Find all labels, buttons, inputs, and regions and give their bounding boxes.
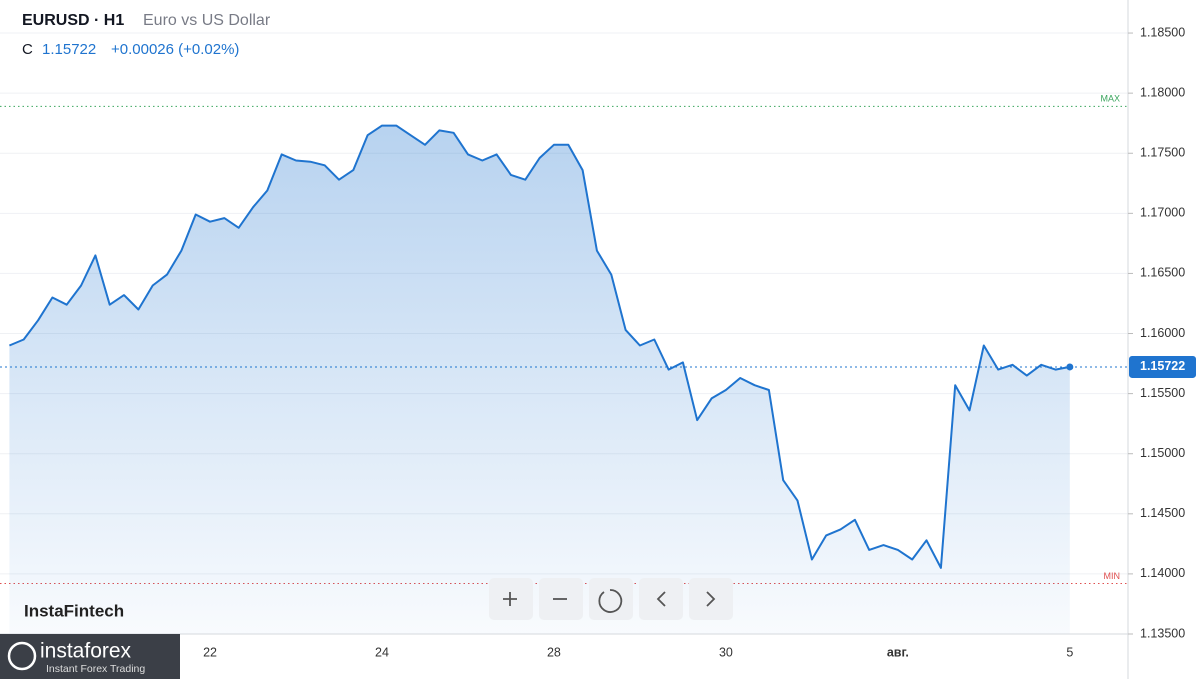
y-tick-label: 1.14000 [1140, 566, 1185, 580]
scroll-left-button[interactable] [639, 578, 683, 620]
x-tick-label: 30 [719, 645, 733, 659]
x-tick-label: авг. [887, 645, 909, 659]
logo-tagline: Instant Forex Trading [46, 663, 145, 675]
zoom-controls [489, 578, 733, 620]
y-tick-label: 1.18000 [1140, 85, 1185, 99]
watermark: InstaFintech [24, 601, 124, 620]
plus-icon [503, 592, 517, 606]
y-tick-label: 1.16500 [1140, 266, 1185, 280]
reset-icon [598, 589, 623, 613]
right-icon [706, 591, 716, 607]
instrument-name: Euro vs US Dollar [143, 12, 271, 29]
change: +0.00026 (+0.02%) [111, 41, 239, 58]
y-tick-label: 1.18500 [1140, 25, 1185, 39]
reset-button[interactable] [589, 578, 633, 620]
y-tick-label: 1.15500 [1140, 386, 1185, 400]
x-tick-label: 24 [375, 645, 389, 659]
last-price-box [1129, 355, 1196, 378]
y-tick-label: 1.13500 [1140, 626, 1185, 640]
max-line-label: MAX [1100, 94, 1120, 104]
price-line [9, 124, 1070, 569]
logo-icon [7, 641, 37, 671]
logo: instaforex Instant Forex Trading [0, 634, 180, 679]
logo-background [0, 634, 180, 679]
x-tick-label: 22 [203, 645, 217, 659]
symbol: EURUSD · H1 [22, 12, 124, 29]
min-line-label: MIN [1104, 571, 1121, 581]
y-tick-label: 1.16000 [1140, 326, 1185, 340]
scroll-right-button[interactable] [689, 578, 733, 620]
x-tick-label: 5 [1066, 645, 1073, 659]
close-label: C [22, 41, 33, 58]
close-value: 1.15722 [42, 41, 96, 58]
x-tick-label: 28 [547, 645, 561, 659]
area-fill [9, 125, 1070, 634]
y-tick-label: 1.17500 [1140, 146, 1185, 160]
y-tick-label: 1.14500 [1140, 506, 1185, 520]
left-icon [656, 591, 666, 607]
y-tick-label: 1.15000 [1140, 446, 1185, 460]
last-price-label: 1.15722 [1140, 359, 1185, 373]
logo-text: instaforex [40, 640, 132, 663]
y-tick-label: 1.17000 [1140, 206, 1185, 220]
plot [0, 124, 1128, 634]
last-point [1066, 363, 1074, 371]
